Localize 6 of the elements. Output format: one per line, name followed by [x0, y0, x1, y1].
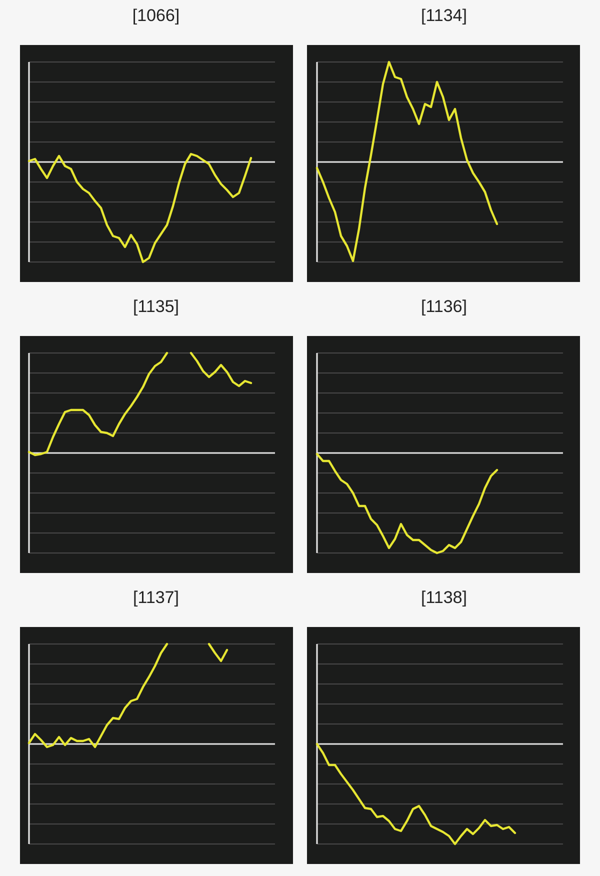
chart-title: [1066]: [134, 8, 178, 25]
chart-title: [1137]: [134, 590, 178, 607]
chart-title: [1134]: [422, 8, 466, 25]
chart-title: [1136]: [422, 300, 466, 316]
chart-title: [1138]: [422, 590, 466, 607]
chart-title: [1135]: [134, 300, 178, 316]
